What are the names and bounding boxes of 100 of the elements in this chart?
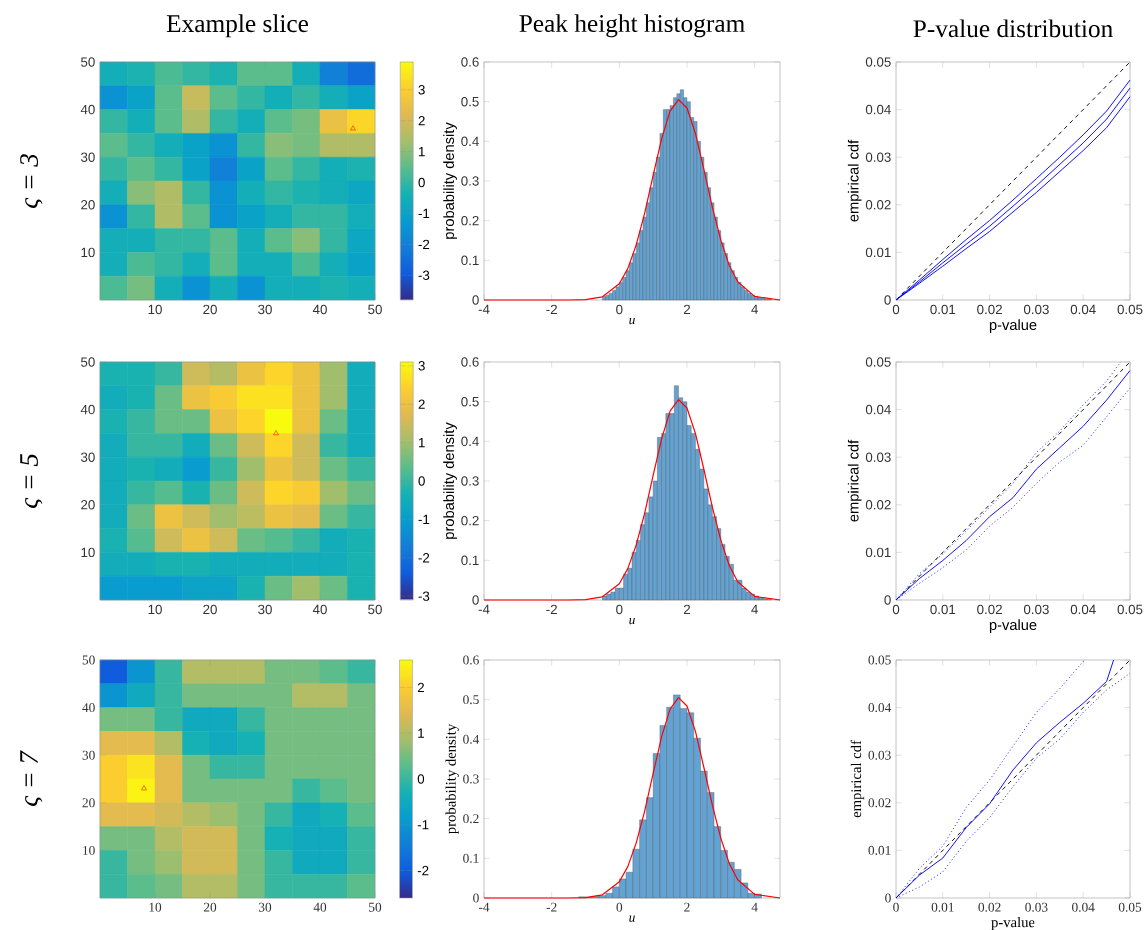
x-tick-label: 0.04 — [1070, 604, 1096, 615]
color-bar-label: 2 — [418, 116, 425, 126]
color-bar-label: 1 — [418, 438, 425, 448]
color-bar-label: -2 — [418, 553, 430, 563]
y-tick-label: 50 — [81, 57, 95, 67]
y-tick-label: 0.05 — [865, 57, 891, 67]
y-tick-label: 0.05 — [868, 655, 891, 665]
color-bar-label: -3 — [418, 270, 430, 280]
x-tick-label: -2 — [546, 604, 557, 614]
y-axis-title: probability density — [445, 723, 459, 834]
x-tick-label: 50 — [368, 304, 382, 315]
color-bar-label: 3 — [418, 361, 425, 371]
y-tick-label: 40 — [80, 404, 95, 415]
y-tick-label: 0 — [472, 295, 479, 305]
y-tick-label: 0.5 — [463, 695, 479, 705]
x-tick-label: -4 — [478, 304, 490, 314]
y-tick-label: 0 — [884, 595, 891, 605]
x-tick-label: 0.05 — [1117, 304, 1143, 315]
y-axis-title: probability density — [443, 422, 457, 539]
y-tick-label: 0.6 — [461, 357, 479, 367]
color-bar-label: 3 — [418, 85, 425, 95]
color-bar-label: -1 — [418, 514, 430, 524]
chart-title: P-value distribution — [913, 19, 1113, 38]
y-tick-label: 10 — [81, 547, 95, 558]
text: ς = 7 — [20, 750, 43, 806]
chart-title: Example slice — [166, 14, 309, 38]
x-tick-label: 20 — [203, 304, 217, 315]
x-tick-label: 10 — [148, 304, 162, 315]
x-tick-label: 0 — [892, 304, 900, 315]
color-bar-label: -1 — [418, 208, 430, 219]
x-tick-label: 0 — [616, 902, 623, 912]
x-tick-label: 2 — [684, 902, 690, 912]
x-tick-label: 4 — [751, 304, 758, 314]
y-tick-label: 0.02 — [868, 798, 891, 808]
x-tick-label: 0.05 — [1118, 902, 1142, 912]
y-tick-label: 0.1 — [461, 255, 479, 266]
y-tick-label: 50 — [82, 655, 95, 665]
x-tick-label: 4 — [751, 902, 758, 912]
x-tick-label: 0.03 — [1025, 902, 1048, 912]
y-tick-label: 0.2 — [461, 215, 479, 226]
y-tick-label: 0.02 — [865, 500, 891, 510]
x-tick-label: 40 — [312, 304, 327, 315]
x-tick-label: 30 — [258, 304, 272, 315]
y-tick-label: 0.04 — [868, 703, 892, 713]
y-tick-label: 30 — [80, 152, 95, 162]
text: ς = 5 — [20, 454, 43, 508]
y-tick-label: 0.4 — [463, 734, 480, 744]
y-axis-title: empirical cdf — [850, 740, 865, 818]
y-tick-label: 10 — [83, 845, 95, 855]
x-tick-label: 50 — [368, 604, 382, 615]
x-tick-label: 40 — [312, 604, 327, 615]
color-bar-label: 1 — [418, 147, 425, 157]
x-tick-label: 0.01 — [930, 604, 956, 615]
color-bar-label: 0 — [417, 774, 425, 784]
color-bar-label: -3 — [418, 591, 430, 601]
x-tick-label: 0.03 — [1023, 304, 1049, 315]
y-tick-label: 0.3 — [461, 176, 479, 186]
color-bar-label: -1 — [417, 820, 429, 830]
x-tick-label: 4 — [751, 604, 758, 614]
y-tick-label: 0.1 — [461, 555, 479, 566]
y-tick-label: 0.03 — [865, 152, 891, 162]
y-tick-label: 0.04 — [865, 404, 891, 415]
y-tick-label: 0.04 — [865, 104, 891, 115]
x-tick-label: 30 — [258, 902, 272, 912]
x-tick-label: -2 — [546, 902, 557, 912]
x-tick-label: 2 — [683, 304, 691, 314]
x-tick-label: 0.03 — [1023, 604, 1049, 615]
x-tick-label: 0 — [893, 902, 899, 912]
x-tick-label: 50 — [369, 902, 382, 912]
x-tick-label: 0 — [892, 604, 900, 615]
y-tick-label: 0.6 — [463, 655, 479, 665]
y-tick-label: 0.1 — [463, 853, 479, 863]
color-bar-label: 0 — [418, 476, 425, 486]
x-axis-title: p-value — [989, 319, 1037, 333]
y-tick-label: 20 — [81, 200, 95, 210]
y-tick-label: 0.3 — [463, 774, 479, 784]
x-tick-label: 0.04 — [1070, 304, 1096, 315]
x-tick-label: -4 — [478, 902, 490, 912]
y-tick-label: 40 — [82, 703, 95, 713]
x-tick-label: 30 — [258, 604, 272, 615]
x-tick-label: 0.02 — [977, 304, 1002, 315]
color-bar-label: 1 — [418, 728, 424, 738]
x-tick-label: 0.04 — [1072, 902, 1095, 912]
y-tick-label: 0.05 — [865, 357, 891, 367]
y-tick-label: 0.03 — [865, 452, 891, 462]
y-tick-label: 0.01 — [865, 247, 891, 258]
y-tick-label: 0.02 — [865, 200, 891, 210]
y-tick-label: 0.2 — [461, 515, 479, 526]
x-tick-label: 20 — [203, 604, 217, 615]
x-tick-label: 0.02 — [978, 902, 1001, 912]
x-tick-label: 10 — [148, 604, 162, 615]
y-tick-label: 40 — [80, 104, 95, 115]
y-tick-label: 0.4 — [461, 136, 479, 147]
y-tick-label: 0.01 — [865, 547, 891, 558]
x-axis-title: p-value — [991, 916, 1035, 930]
color-bar-label: -2 — [417, 865, 429, 876]
y-tick-label: 20 — [81, 500, 95, 510]
y-tick-label: 0.3 — [461, 476, 479, 486]
x-tick-label: 2 — [683, 604, 691, 614]
x-tick-label: 0.02 — [977, 604, 1002, 615]
